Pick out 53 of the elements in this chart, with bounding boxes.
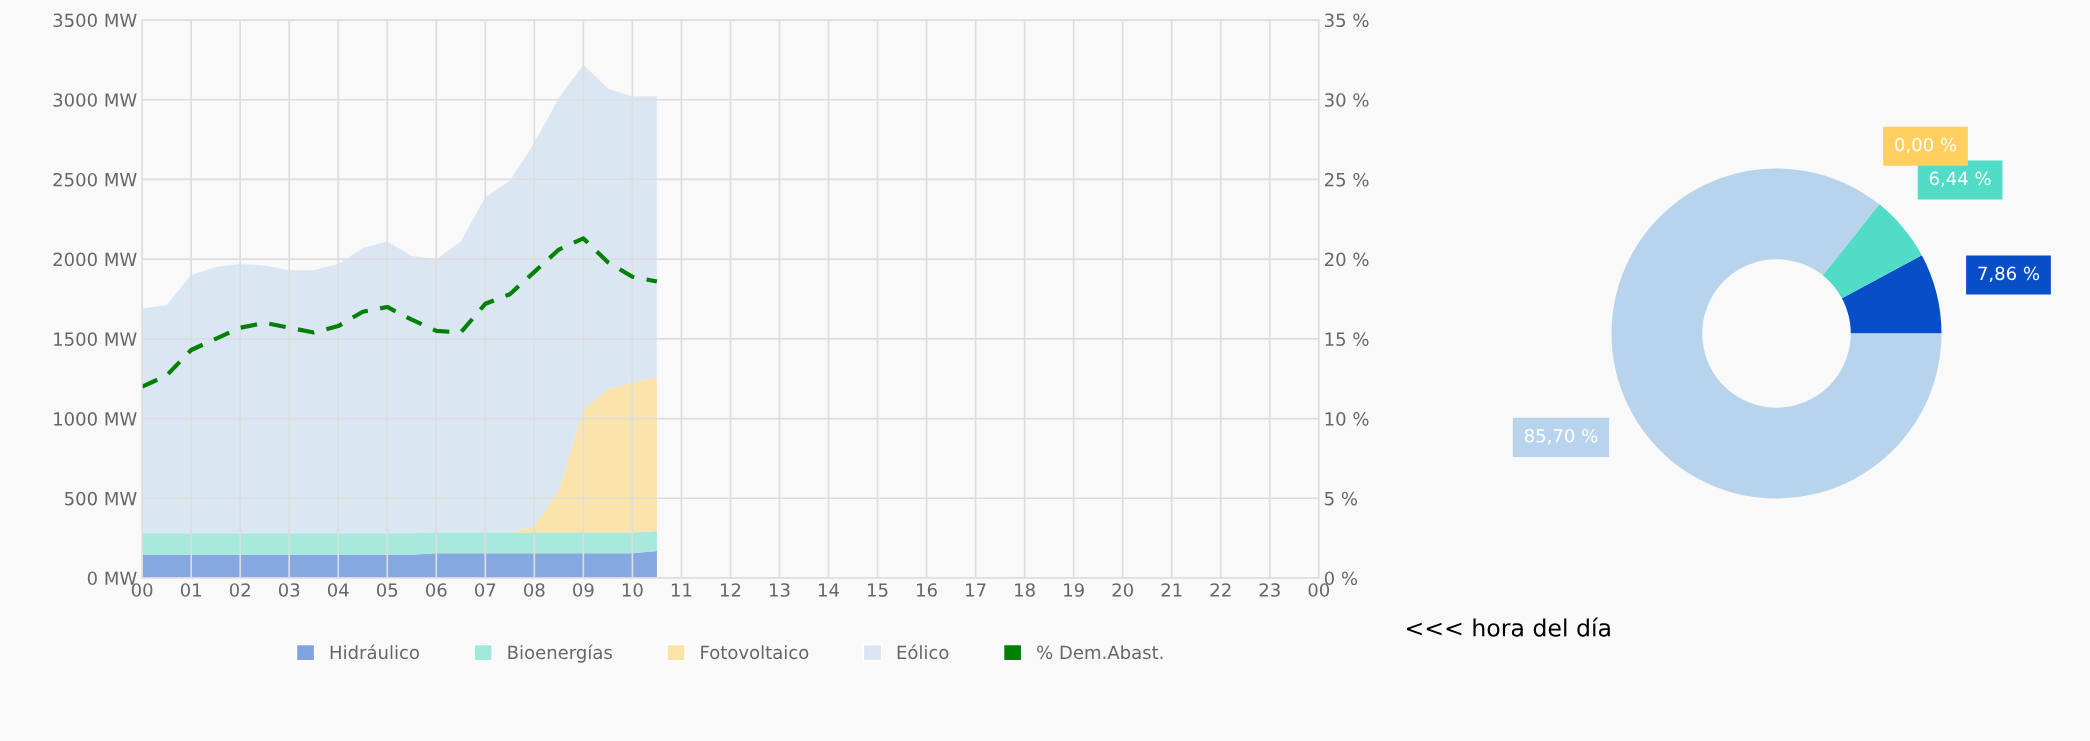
y-tick-label: 3000 MW <box>53 93 137 107</box>
y-tick-label: 1000 MW <box>54 412 137 426</box>
x-tick-label: 00 <box>131 583 153 597</box>
data-label: 7,86 % <box>1978 266 2040 283</box>
y-tick-label: 1500 MW <box>54 332 137 346</box>
x-tick-label: 11 <box>671 583 692 597</box>
data-label: 6,44 % <box>1929 171 1991 188</box>
x-tick-label: 17 <box>966 583 986 597</box>
x-tick-label: 21 <box>1161 583 1182 597</box>
x-tick-label: 16 <box>917 583 937 597</box>
y2-tick-label: 15 % <box>1325 332 1369 346</box>
y2-tick-label: 10 % <box>1325 412 1369 426</box>
x-tick-label: 07 <box>475 583 496 597</box>
y2-tick-label: 30 % <box>1325 93 1369 107</box>
x-tick-label: 04 <box>327 583 349 597</box>
x-tick-label: 00 <box>1308 583 1330 597</box>
x-tick-label: 19 <box>1064 583 1084 597</box>
y2-tick-label: 25 % <box>1324 172 1369 187</box>
y-tick-label: 2000 MW <box>53 252 137 267</box>
y-tick-label: 3500 MW <box>53 13 137 28</box>
x-tick-label: 18 <box>1015 583 1035 597</box>
x-tick-label: 01 <box>180 583 201 597</box>
legend-label: % Dem.Abast. <box>1037 645 1163 660</box>
text: <<< hora del día <box>1406 617 1610 637</box>
data-label: 85,70 % <box>1524 428 1598 445</box>
legend-label: Hidráulico <box>330 644 419 660</box>
x-tick-label: 13 <box>769 583 790 597</box>
x-tick-label: 22 <box>1210 583 1231 597</box>
y2-tick-label: 35 % <box>1325 13 1369 28</box>
donut-slice <box>1841 255 1942 334</box>
x-tick-label: 23 <box>1259 583 1280 597</box>
x-tick-label: 12 <box>720 583 741 597</box>
x-tick-label: 03 <box>278 583 300 597</box>
y-tick-label: 500 MW <box>65 491 137 506</box>
y-tick-label: 2500 MW <box>53 172 137 187</box>
x-tick-label: 08 <box>524 583 545 597</box>
x-tick-label: 15 <box>868 583 888 597</box>
x-tick-label: 10 <box>622 583 643 597</box>
legend-label: Bioenergías <box>508 644 612 663</box>
legend-label: Fotovoltaico <box>701 645 809 660</box>
line-series <box>142 236 659 389</box>
donut-slice <box>1822 204 1922 299</box>
x-tick-label: 05 <box>376 583 398 597</box>
y2-tick-label: 20 % <box>1324 252 1369 267</box>
text: 0,00 % <box>1895 137 1957 154</box>
x-tick-label: 20 <box>1112 583 1133 597</box>
x-tick-label: 14 <box>819 583 839 597</box>
y-tick-label: 0 MW <box>87 571 137 586</box>
x-tick-label: 09 <box>573 583 594 597</box>
y2-tick-label: 5 % <box>1325 491 1358 506</box>
x-tick-label: 06 <box>425 583 447 597</box>
x-tick-label: 02 <box>229 583 250 597</box>
legend-label: Eólico <box>897 644 949 660</box>
